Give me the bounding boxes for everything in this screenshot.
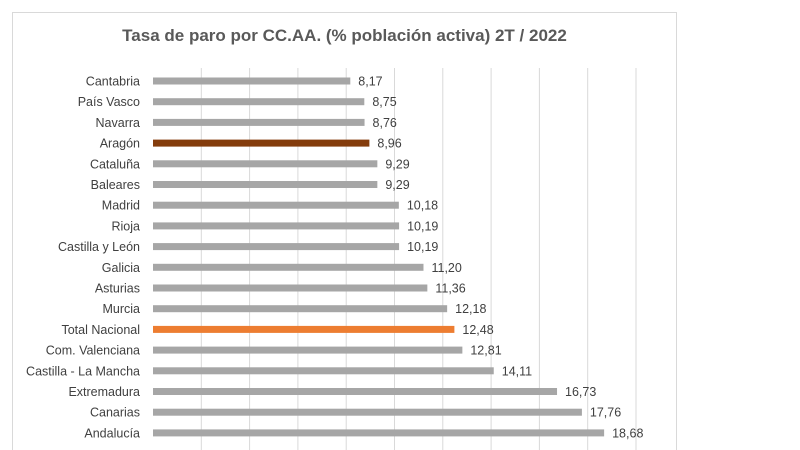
bar [153,408,582,416]
bar [153,77,351,85]
category-label: Aragón [100,137,140,151]
value-label: 8,96 [377,137,401,151]
value-label: 12,18 [455,302,486,316]
value-label: 10,18 [407,199,438,213]
bar [153,201,399,209]
value-label: 12,48 [462,323,493,337]
value-label: 8,75 [372,95,396,109]
category-label: Navarra [96,116,141,130]
category-label: Com. Valenciana [46,344,140,358]
bar [153,98,365,106]
value-label: 10,19 [407,219,438,233]
chart-title: Tasa de paro por CC.AA. (% población act… [122,26,567,45]
bar [153,284,428,292]
value-label: 9,29 [385,178,409,192]
bar [153,118,365,126]
value-label: 18,68 [612,426,643,440]
value-label: 11,20 [431,261,461,275]
category-label: País Vasco [78,95,140,109]
bar [153,263,424,271]
category-label: Cantabria [86,75,140,89]
category-label: Madrid [102,199,140,213]
bar [153,139,370,147]
bar [153,181,378,188]
value-label: 16,73 [565,385,596,399]
category-label: Murcia [102,302,140,316]
value-label: 17,76 [590,406,621,420]
category-label: Rioja [112,219,141,233]
category-label: Extremadura [68,385,140,399]
value-label: 9,29 [385,157,409,171]
value-label: 10,19 [407,240,438,254]
bar [153,325,455,333]
bar [153,160,378,168]
category-label: Andalucía [84,426,140,440]
category-label: Castilla - La Mancha [26,364,140,378]
value-label: 12,81 [470,344,501,358]
value-label: 8,17 [358,75,382,89]
category-label: Canarias [90,406,140,420]
category-label: Total Nacional [61,323,140,337]
bar [153,388,558,395]
category-label: Baleares [91,178,140,192]
chart-frame [12,12,677,450]
bar [153,429,605,437]
category-label: Galicia [102,261,140,275]
category-label: Asturias [95,282,140,296]
bar [153,346,463,354]
value-label: 14,11 [502,364,532,378]
bar [153,305,448,313]
category-label: Cataluña [90,157,140,171]
bar [153,367,494,375]
value-label: 11,36 [435,282,465,296]
bar [153,243,400,251]
value-label: 8,76 [373,116,397,130]
bar [153,222,400,230]
category-label: Castilla y León [58,240,140,254]
